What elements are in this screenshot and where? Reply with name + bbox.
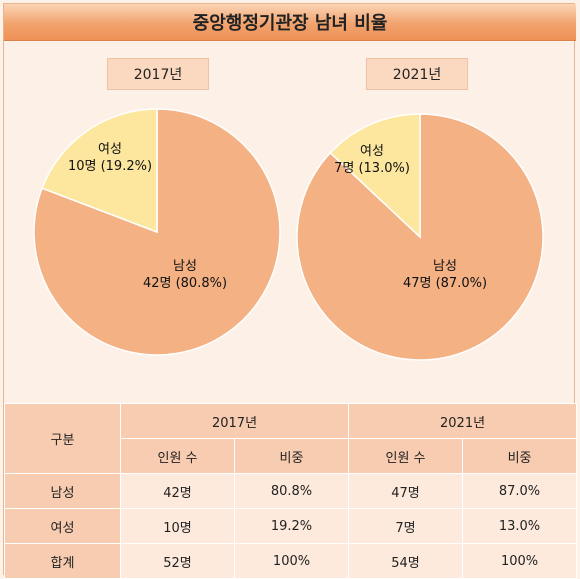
table-cell: 87.0% — [462, 473, 578, 509]
year-label-2017: 2017년 — [107, 58, 209, 90]
table-subheader: 인원 수 — [120, 438, 235, 474]
table-cell: 52명 — [120, 543, 235, 579]
pie-charts: 여성 10명 (19.2%) 남성 42명 (80.8%) 여성 7명 (13.0%) 남성… — [33, 108, 544, 361]
table-header-row: 구분 2017년 2021년 — [4, 403, 578, 474]
table-cell: 10명 — [120, 508, 235, 544]
pie-male-label: 남성 — [433, 259, 457, 274]
table-cell: 100% — [233, 543, 350, 579]
table-cell: 47명 — [348, 473, 464, 509]
pie-male-value-label: 47명 (87.0%) — [403, 276, 487, 291]
table-row-label: 여성 — [4, 508, 121, 544]
pie-female-value-label: 7명 (13.0%) — [334, 161, 410, 176]
table-row: 남성 42명 80.8% 47명 87.0% — [4, 473, 578, 509]
pie-female-value-label: 10명 (19.2%) — [68, 159, 152, 174]
table-year-header: 2017년 — [119, 403, 350, 439]
pie-slice-female — [329, 113, 421, 239]
table-subheader: 비중 — [233, 438, 350, 474]
pie-male-value-label: 42명 (80.8%) — [143, 276, 227, 291]
pie-male-label: 남성 — [173, 259, 197, 274]
year-label-2021: 2021년 — [366, 58, 468, 90]
table-row-label: 합계 — [4, 543, 121, 579]
year-label-2017-text: 2017년 — [133, 67, 183, 83]
page-title: 중앙행정기관장 남녀 비율 — [4, 4, 576, 41]
summary-table: 구분 2017년 2021년 인원 수 비중 인원 수 비중 남성 42명 80… — [4, 403, 578, 579]
table-cell: 54명 — [348, 543, 464, 579]
table-cell: 42명 — [120, 473, 235, 509]
table-year-header: 2021년 — [348, 403, 578, 439]
pie-female-label: 여성 — [360, 144, 384, 159]
table-subheader: 비중 — [462, 438, 578, 474]
pie-female-label: 여성 — [98, 142, 122, 157]
page-title-text: 중앙행정기관장 남녀 비율 — [192, 13, 388, 34]
table-row: 합계 52명 100% 54명 100% — [4, 543, 578, 579]
pie-slice-female — [41, 108, 158, 234]
table-cell: 7명 — [348, 508, 464, 544]
table-cell: 80.8% — [233, 473, 350, 509]
table-cell: 13.0% — [462, 508, 578, 544]
table-cell: 100% — [462, 543, 578, 579]
table-subheader-row: 인원 수 비중 인원 수 비중 — [5, 438, 578, 474]
table-corner-header: 구분 — [4, 403, 121, 474]
table-row-label: 남성 — [4, 473, 121, 509]
year-label-2021-text: 2021년 — [392, 67, 442, 83]
table-row: 여성 10명 19.2% 7명 13.0% — [4, 508, 578, 544]
table-cell: 19.2% — [233, 508, 350, 544]
table-subheader: 인원 수 — [348, 438, 464, 474]
